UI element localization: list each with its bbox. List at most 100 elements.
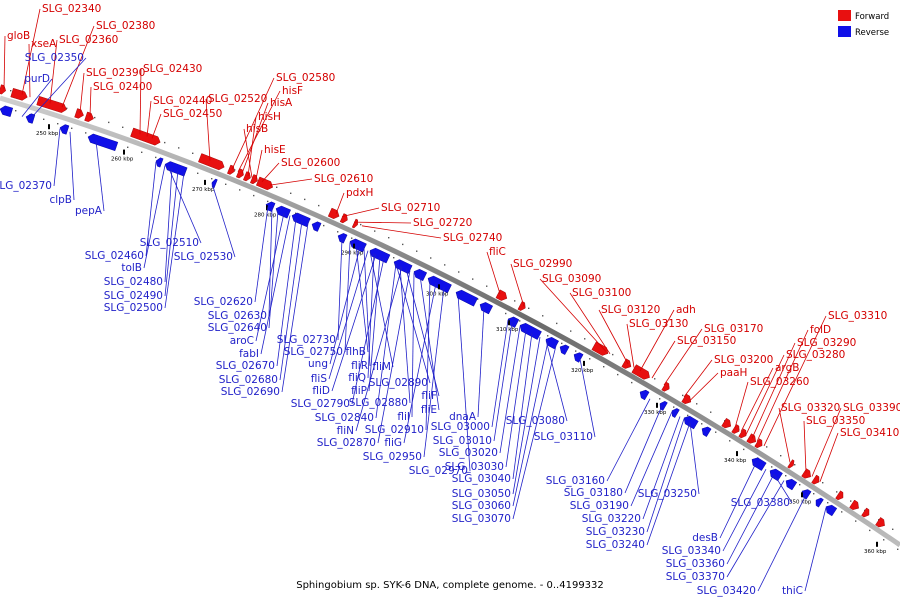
lane-dot (715, 431, 717, 433)
forward-gene-block-shape (243, 171, 251, 182)
forward-gene-block-shape (681, 393, 692, 405)
gene-label-slg-03120: SLG_03120 (601, 304, 660, 316)
gene-label-flid: fliD (312, 385, 330, 397)
lane-dot (841, 511, 843, 513)
gene-label-leader (146, 100, 152, 137)
forward-gene-block-shape (236, 168, 244, 179)
lane-dot (780, 455, 782, 457)
gene-label-leader (626, 323, 635, 368)
forward-gene-block (236, 168, 244, 179)
lane-dot (318, 204, 320, 207)
forward-gene-block (849, 499, 859, 510)
gene-label-flin: fliN (337, 425, 354, 437)
gene-label-slg-03250: SLG_03250 (638, 488, 697, 500)
reverse-gene-block-shape (265, 201, 276, 212)
forward-gene-block-shape (835, 490, 844, 501)
reverse-gene-block (155, 157, 164, 168)
reverse-gene-block (349, 238, 367, 253)
gene-label-slg-03180: SLG_03180 (564, 487, 623, 499)
gene-label-leader (49, 39, 58, 104)
gene-label-pdxh: pdxH (346, 187, 373, 199)
gene-label-slg-02370: SLG_02370 (0, 180, 52, 192)
forward-gene-block (681, 393, 692, 405)
gene-label-hish: hisH (258, 111, 281, 123)
gene-label-leader (353, 221, 412, 224)
gene-label-slg-02430: SLG_02430 (143, 63, 202, 75)
reverse-gene-block (25, 113, 36, 124)
gene-label-leader (763, 315, 827, 447)
lane-dot (94, 116, 96, 119)
lane-dot (505, 312, 507, 315)
forward-gene-block (861, 507, 870, 518)
genome-caption: Sphingobium sp. SYK-6 DNA, complete geno… (296, 580, 604, 591)
lane-dot (477, 298, 479, 300)
gene-label-flii: fliI (397, 411, 410, 423)
gene-label-slg-02400: SLG_02400 (93, 81, 152, 93)
lane-dot (458, 271, 460, 273)
gene-label-leader (689, 422, 700, 495)
forward-gene-block (351, 218, 358, 229)
gene-label-leader (375, 263, 397, 419)
gene-label-paah: paaH (720, 367, 747, 379)
gene-label-slg-03310: SLG_03310 (828, 310, 887, 322)
forward-gene-block-shape (661, 381, 670, 392)
lane-dot (10, 90, 12, 92)
gene-label-flic: fliC (489, 246, 506, 258)
scale-tick-label: 260 kbp (111, 157, 134, 163)
lane-dot (430, 257, 432, 259)
gene-label-flis: fliS (311, 373, 328, 385)
reverse-gene-block-shape (155, 157, 164, 168)
gene-label-leader (53, 128, 61, 187)
lane-dot (570, 330, 572, 332)
forward-gene-block-shape (74, 108, 84, 119)
gene-label-leader (377, 270, 411, 444)
gene-label-leader (89, 86, 92, 117)
gene-label-slg-02910: SLG_02910 (365, 424, 424, 436)
gene-label-leader (276, 218, 297, 367)
gene-label-slg-03360: SLG_03360 (666, 558, 725, 570)
lane-dot (444, 264, 446, 266)
forward-gene-block (875, 517, 885, 528)
lane-dot (267, 200, 269, 203)
scale-tick-mark (48, 124, 50, 130)
reverse-gene-block-shape (0, 105, 14, 117)
forward-gene-block-shape (754, 438, 763, 449)
lane-dot (836, 491, 838, 493)
lane-dot (766, 446, 768, 448)
gene-label-slg-03170: SLG_03170 (704, 323, 763, 335)
lane-dot (155, 156, 157, 159)
lane-dot (794, 464, 796, 466)
gene-label-dnaa: dnaA (449, 411, 477, 423)
gene-label-adh: adh (676, 304, 696, 316)
backbone-line (0, 95, 900, 548)
forward-gene-block (721, 417, 732, 429)
forward-gene-block (631, 364, 650, 380)
gene-label-leader (512, 332, 533, 480)
scale-tick-mark (583, 360, 585, 366)
gene-label-slg-02580: SLG_02580 (276, 72, 335, 84)
lane-dot (323, 224, 325, 227)
gene-label-clpb: clpB (49, 194, 72, 206)
scale-tick-label: 360 kbp (864, 549, 887, 555)
reverse-gene-block (683, 415, 699, 430)
lane-dot (673, 406, 675, 408)
genome-backbone (0, 90, 900, 550)
reverse-gene-block (0, 105, 14, 117)
gene-label-slg-02890: SLG_02890 (369, 377, 428, 389)
forward-gene-block (84, 111, 94, 122)
gene-label-leader (419, 275, 440, 411)
reverse-gene-block-shape (639, 389, 650, 401)
gene-label-leader (255, 213, 285, 342)
forward-gene-block (198, 153, 225, 171)
gene-label-leader (3, 35, 6, 90)
gene-label-leader (646, 418, 685, 533)
reverse-gene-block (87, 133, 119, 152)
gene-label-slg-02690: SLG_02690 (221, 386, 280, 398)
reverse-gene-block-shape (291, 212, 311, 228)
gene-label-leader (579, 358, 596, 438)
lane-dot (547, 335, 549, 337)
lane-dot (827, 502, 829, 504)
scale-tick-label: 290 kbp (341, 251, 364, 257)
lane-dot (234, 169, 236, 171)
gene-label-leader (745, 354, 785, 435)
